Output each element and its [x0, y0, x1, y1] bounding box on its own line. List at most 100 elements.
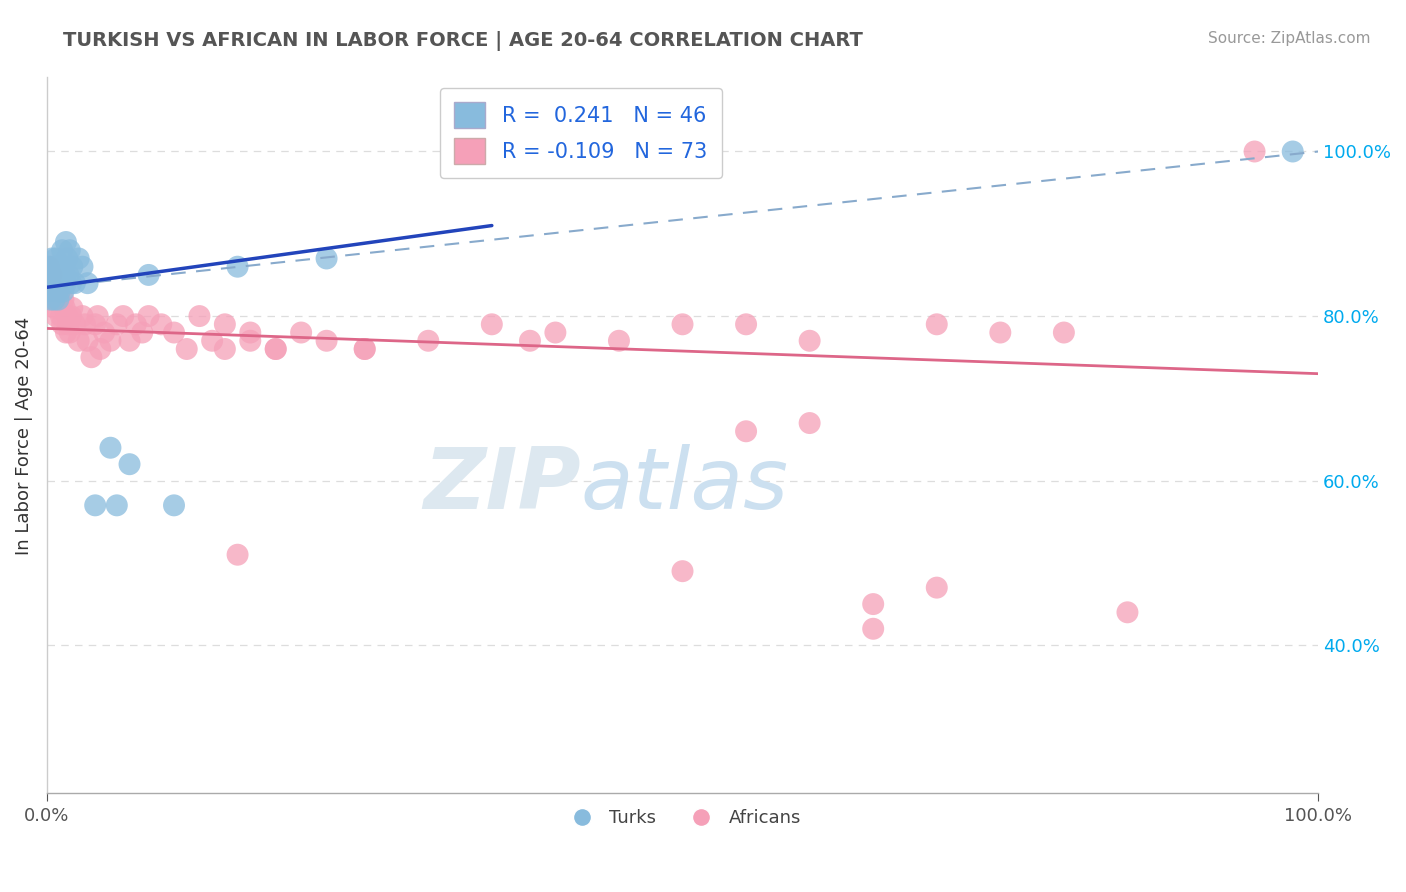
Point — [60, 301, 83, 315]
Text: atlas: atlas — [581, 444, 789, 527]
Point — [1116, 605, 1139, 619]
Point — [49, 268, 72, 282]
Point — [48, 276, 70, 290]
Point — [42, 260, 65, 274]
Point — [100, 334, 122, 348]
Point — [37, 276, 59, 290]
Point — [48, 293, 70, 307]
Point — [52, 285, 75, 299]
Point — [72, 309, 94, 323]
Point — [44, 268, 66, 282]
Point — [799, 416, 821, 430]
Point — [1243, 145, 1265, 159]
Point — [46, 293, 69, 307]
Point — [214, 342, 236, 356]
Point — [176, 342, 198, 356]
Point — [60, 260, 83, 274]
Point — [353, 342, 375, 356]
Point — [93, 326, 115, 340]
Point — [226, 548, 249, 562]
Point — [80, 350, 103, 364]
Point — [76, 276, 98, 290]
Point — [41, 252, 63, 266]
Point — [418, 334, 440, 348]
Point — [862, 597, 884, 611]
Point — [315, 334, 337, 348]
Point — [48, 260, 70, 274]
Point — [544, 326, 567, 340]
Point — [55, 326, 77, 340]
Point — [67, 252, 90, 266]
Point — [41, 268, 63, 282]
Point — [290, 326, 312, 340]
Point — [150, 318, 173, 332]
Point — [125, 318, 148, 332]
Point — [1053, 326, 1076, 340]
Point — [45, 252, 67, 266]
Point — [39, 268, 62, 282]
Point — [51, 276, 73, 290]
Point — [925, 318, 948, 332]
Point — [55, 235, 77, 249]
Point — [735, 318, 758, 332]
Point — [44, 301, 66, 315]
Point — [671, 318, 693, 332]
Point — [46, 285, 69, 299]
Point — [163, 499, 186, 513]
Point — [51, 244, 73, 258]
Point — [56, 309, 79, 323]
Point — [73, 318, 96, 332]
Point — [100, 441, 122, 455]
Point — [52, 293, 75, 307]
Point — [38, 285, 60, 299]
Point — [735, 424, 758, 438]
Point — [46, 293, 69, 307]
Point — [44, 293, 66, 307]
Point — [799, 334, 821, 348]
Point — [53, 301, 76, 315]
Point — [59, 326, 82, 340]
Point — [105, 318, 128, 332]
Point — [39, 285, 62, 299]
Point — [84, 318, 107, 332]
Point — [49, 309, 72, 323]
Point — [925, 581, 948, 595]
Text: Source: ZipAtlas.com: Source: ZipAtlas.com — [1208, 31, 1371, 46]
Point — [67, 334, 90, 348]
Point — [38, 260, 60, 274]
Point — [239, 334, 262, 348]
Point — [353, 342, 375, 356]
Point — [38, 260, 60, 274]
Point — [264, 342, 287, 356]
Point — [87, 309, 110, 323]
Point — [56, 252, 79, 266]
Point — [131, 326, 153, 340]
Point — [53, 268, 76, 282]
Point — [63, 276, 86, 290]
Point — [46, 268, 69, 282]
Point — [45, 309, 67, 323]
Point — [112, 309, 135, 323]
Point — [264, 342, 287, 356]
Point — [607, 334, 630, 348]
Point — [76, 334, 98, 348]
Point — [58, 318, 80, 332]
Point — [239, 326, 262, 340]
Point — [84, 499, 107, 513]
Point — [63, 318, 86, 332]
Point — [46, 260, 69, 274]
Point — [118, 334, 141, 348]
Point — [41, 276, 63, 290]
Point — [60, 276, 83, 290]
Point — [89, 342, 111, 356]
Point — [1281, 145, 1303, 159]
Point — [51, 318, 73, 332]
Point — [481, 318, 503, 332]
Point — [60, 309, 83, 323]
Point — [201, 334, 224, 348]
Point — [118, 457, 141, 471]
Point — [37, 276, 59, 290]
Point — [214, 318, 236, 332]
Point — [39, 293, 62, 307]
Point — [46, 285, 69, 299]
